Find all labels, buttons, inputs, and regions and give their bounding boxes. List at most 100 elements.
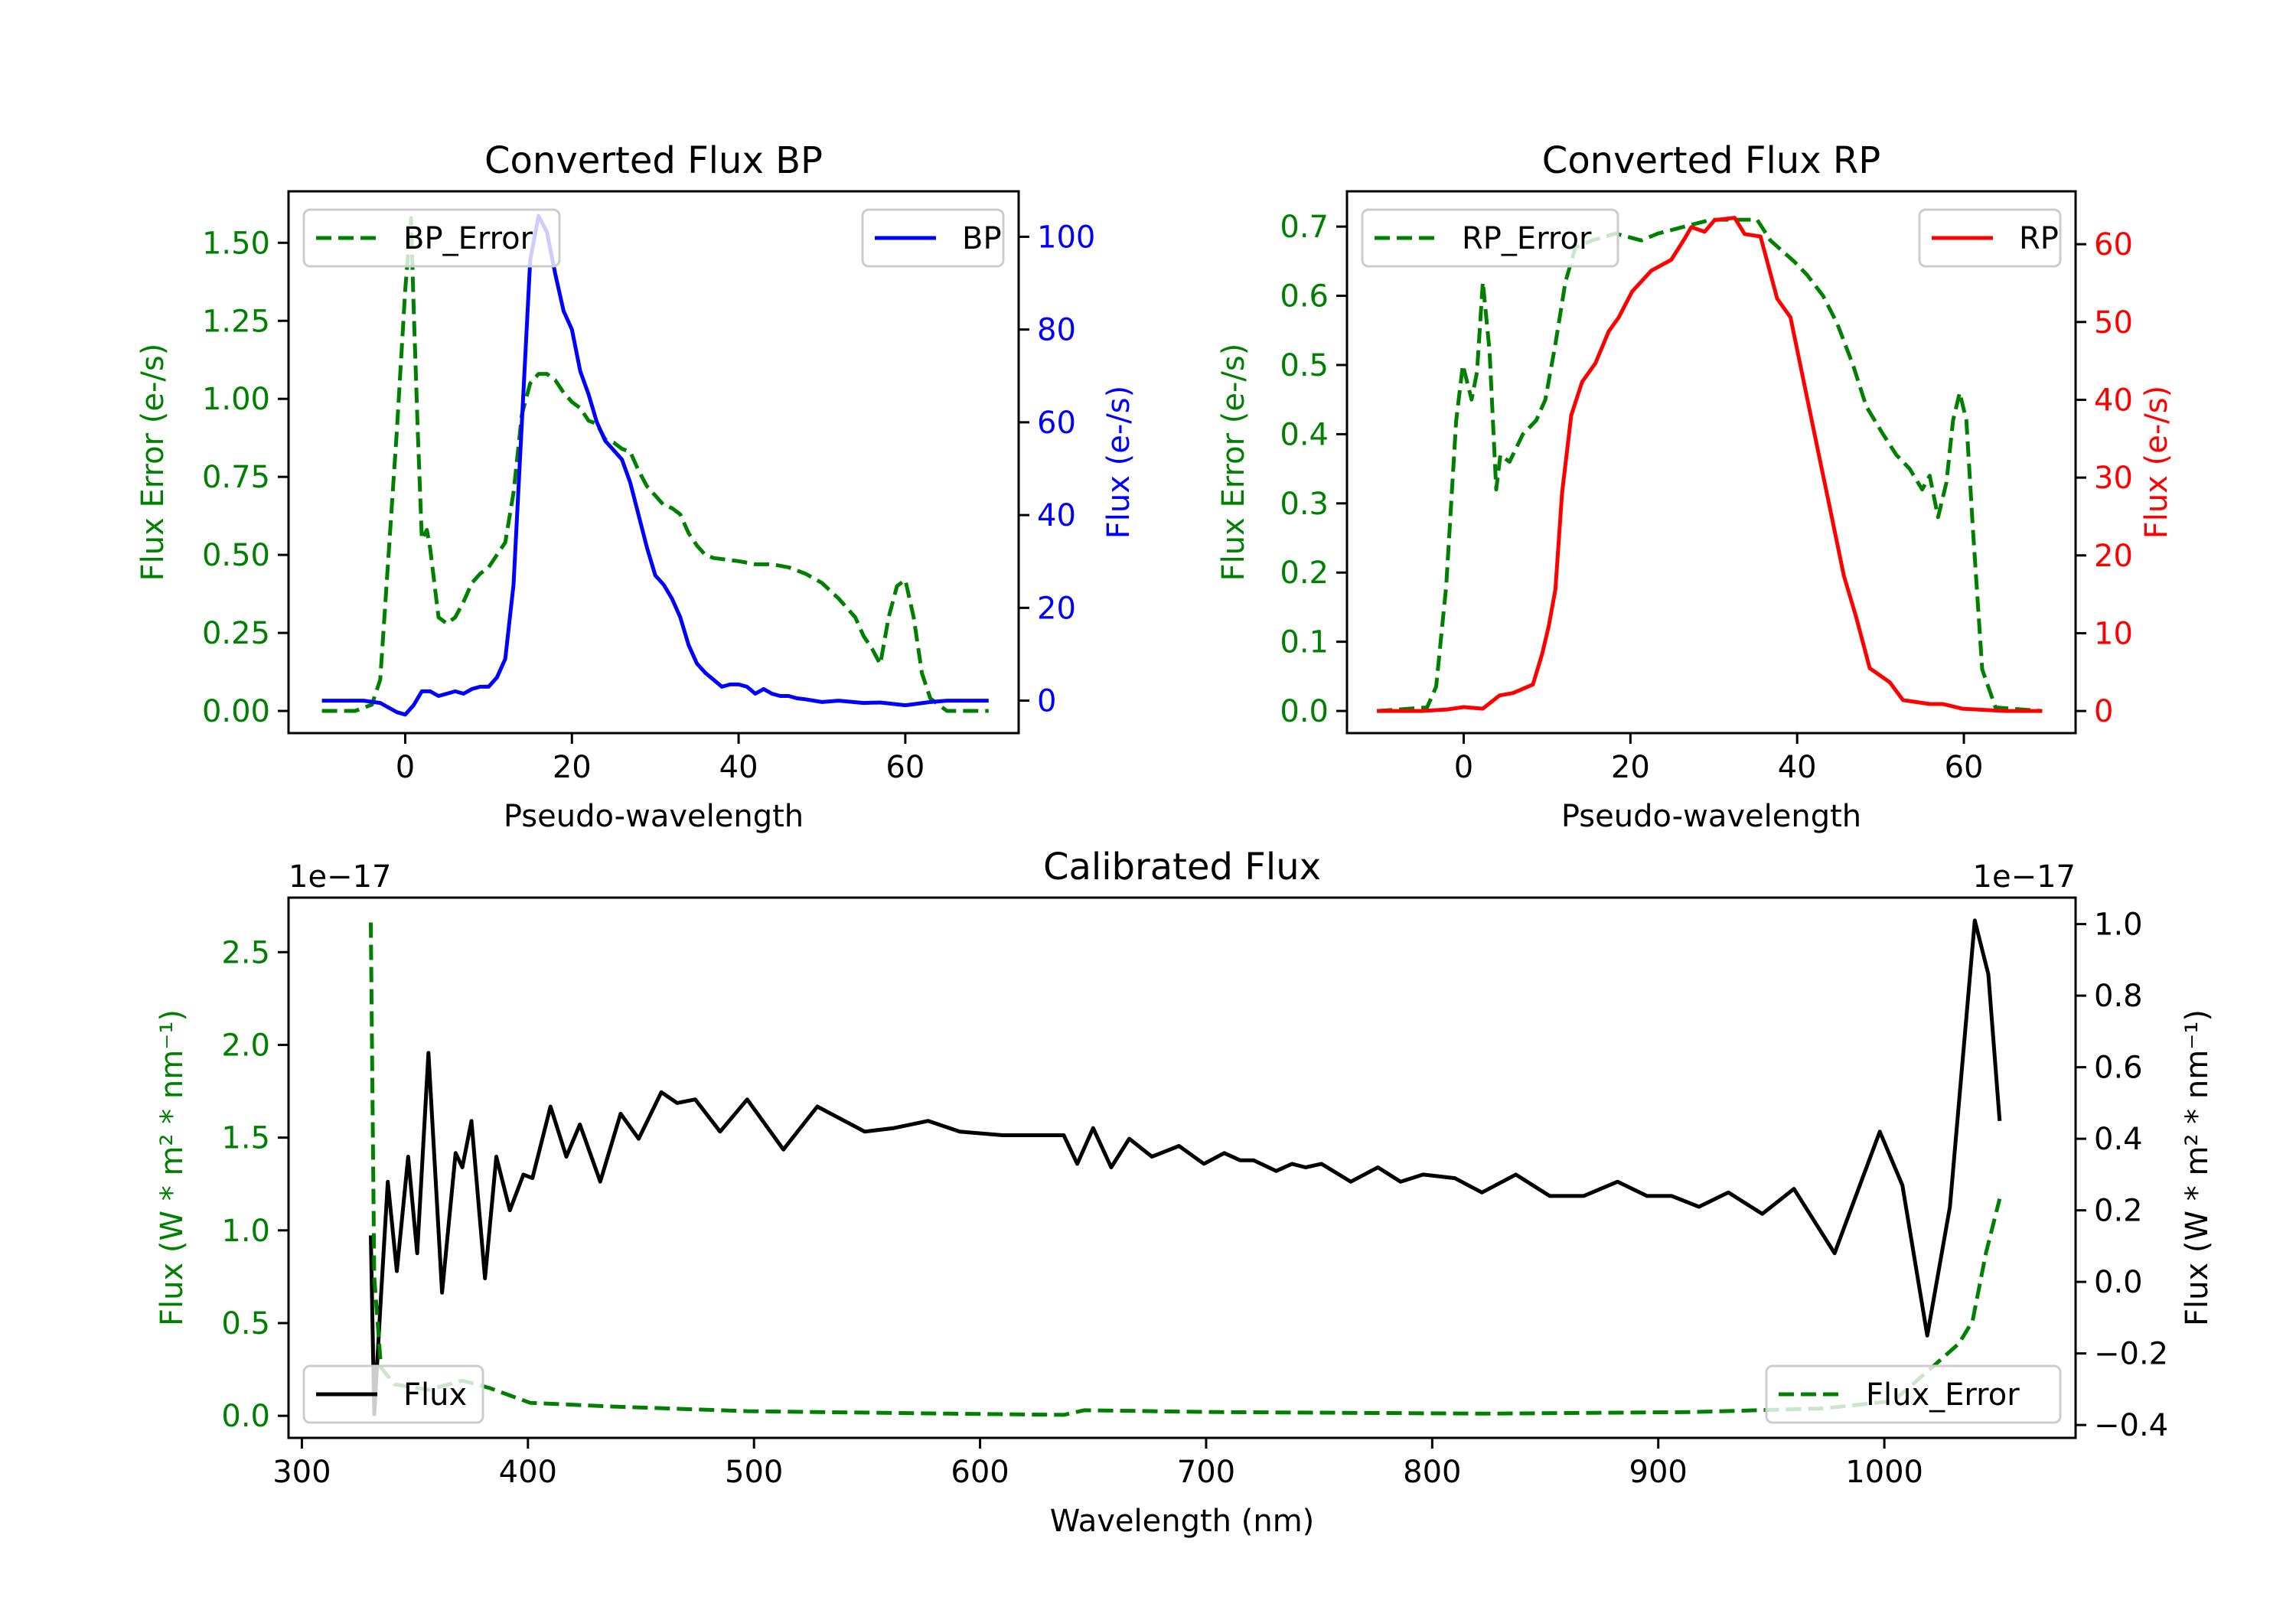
legend-box [1765,1364,2062,1424]
axes-frame [287,896,2077,1439]
y-right-tick-label: −0.2 [2094,1337,2168,1372]
x-tick-label: 300 [272,1455,331,1490]
y-left-tick-label: 1.0 [221,1214,270,1249]
y-right-tick-label: 30 [2094,461,2133,496]
bp-flux-panel: 0 20 40 60 0.00 0.25 0.50 0.75 1.00 1.25 1.50 0 20 40… [135,139,1137,834]
y-right-tick-label: 60 [2094,227,2133,262]
y-left-tick-label: 0.3 [1280,487,1329,522]
y-left-tick-label: 0.7 [1280,210,1329,245]
y-right-axis-label: Flux (W * m² * nm⁻¹) [2180,1009,2215,1326]
chart-title: Converted Flux BP [484,139,823,182]
y-right-tick-label: 60 [1037,406,1076,441]
y-right-tick-label: 10 [2094,616,2133,651]
y-right-tick-label: 100 [1037,220,1095,255]
y-left-tick-label: 2.5 [221,935,270,970]
y-left-tick-label: 0.0 [221,1399,270,1434]
axes-frame [1345,190,2077,735]
y-left-tick-label: 0.25 [202,616,270,651]
y-right-tick-label: 20 [1037,591,1076,626]
y-right-tick-label: 0.2 [2094,1194,2143,1229]
legend-label: BP [962,221,1002,256]
x-tick-label: 20 [1611,750,1650,785]
x-tick-label: 900 [1629,1455,1688,1490]
legend-bp: BP [861,208,1005,268]
legend-rp-error: RP_Error [1361,208,1619,268]
legend-flux: Flux [302,1364,484,1424]
chart-title: Calibrated Flux [1043,846,1321,888]
x-tick-label: 0 [396,750,415,785]
y-right-tick-label: −0.4 [2094,1408,2168,1443]
legend-label: Flux_Error [1866,1377,2020,1413]
y-left-tick-label: 1.25 [202,304,270,339]
y-left-tick-label: 0.6 [1280,279,1329,315]
y-right-tick-label: 0.0 [2094,1265,2143,1300]
legend-label: RP_Error [1462,221,1592,256]
x-tick-label: 500 [725,1455,783,1490]
x-tick-label: 60 [1945,750,1984,785]
x-tick-label: 800 [1403,1455,1461,1490]
x-tick-label: 1000 [1845,1455,1923,1490]
y-left-axis-label: Flux Error (e-/s) [135,344,171,582]
y-right-tick-label: 0.8 [2094,979,2143,1014]
legend-box [302,208,561,268]
y-left-tick-label: 1.00 [202,382,270,417]
chart-title: Converted Flux RP [1542,139,1880,182]
y-left-tick-label: 0.5 [1280,348,1329,383]
y-right-tick-label: 40 [1037,498,1076,533]
y-right-tick-label: 0 [2094,694,2113,729]
legend-bp-error: BP_Error [302,208,561,268]
y-left-offset-text: 1e−17 [289,859,391,895]
y-left-tick-label: 0.50 [202,538,270,573]
x-axis-label: Pseudo-wavelength [504,799,804,834]
y-right-tick-label: 80 [1037,313,1076,348]
y-left-tick-label: 0.5 [221,1306,270,1341]
x-tick-label: 700 [1177,1455,1235,1490]
y-right-offset-text: 1e−17 [1973,859,2076,895]
y-left-tick-label: 0.0 [1280,694,1329,729]
x-tick-label: 40 [1778,750,1817,785]
series-line-rp-error [1377,217,2043,713]
y-right-tick-label: 50 [2094,305,2133,341]
y-right-tick-label: 1.0 [2094,908,2143,943]
y-right-tick-label: 0.6 [2094,1051,2143,1086]
legend-label: Flux [403,1377,467,1413]
series-line-rp [1377,216,2043,713]
legend-box [1361,208,1619,268]
axes-frame [287,190,1020,735]
legend-label: BP_Error [403,221,533,256]
x-tick-label: 20 [553,750,592,785]
y-right-tick-label: 0.4 [2094,1122,2143,1157]
x-tick-label: 0 [1454,750,1473,785]
y-left-tick-label: 2.0 [221,1028,270,1063]
y-left-tick-label: 0.75 [202,460,270,495]
rp-flux-panel: 0 20 40 60 0.0 0.1 0.2 0.3 0.4 0.5 0.6 0.7 0 10 20 30 40… [1216,139,2174,834]
x-tick-label: 600 [951,1455,1009,1490]
x-tick-label: 60 [885,750,925,785]
y-left-tick-label: 1.5 [221,1121,270,1156]
calibrated-flux-panel: 300 400 500 600 700 800 900 1000 0.0 0.5 1.0 1.5 2.0… [155,846,2215,1539]
x-axis-label: Wavelength (nm) [1050,1504,1315,1539]
series-line-bp [321,214,989,717]
y-right-tick-label: 0 [1037,684,1056,719]
y-left-tick-label: 1.50 [202,226,270,261]
legend-box [302,1364,484,1424]
legend-label: RP [2019,221,2059,256]
y-left-tick-label: 0.1 [1280,625,1329,660]
y-right-tick-label: 20 [2094,539,2133,574]
x-tick-label: 400 [499,1455,557,1490]
series-line-flux [369,918,2002,1416]
y-left-axis-label: Flux Error (e-/s) [1216,344,1251,582]
x-tick-label: 40 [719,750,758,785]
y-left-tick-label: 0.00 [202,694,270,729]
y-right-axis-label: Flux (e-/s) [1101,386,1137,539]
y-left-axis-label: Flux (W * m² * nm⁻¹) [155,1009,190,1326]
y-right-tick-label: 40 [2094,383,2133,418]
y-left-tick-label: 0.4 [1280,417,1329,452]
y-left-tick-label: 0.2 [1280,556,1329,591]
legend-rp: RP [1918,208,2062,268]
y-right-axis-label: Flux (e-/s) [2139,386,2174,539]
legend-flux-error: Flux_Error [1765,1364,2062,1424]
x-axis-label: Pseudo-wavelength [1561,799,1861,834]
